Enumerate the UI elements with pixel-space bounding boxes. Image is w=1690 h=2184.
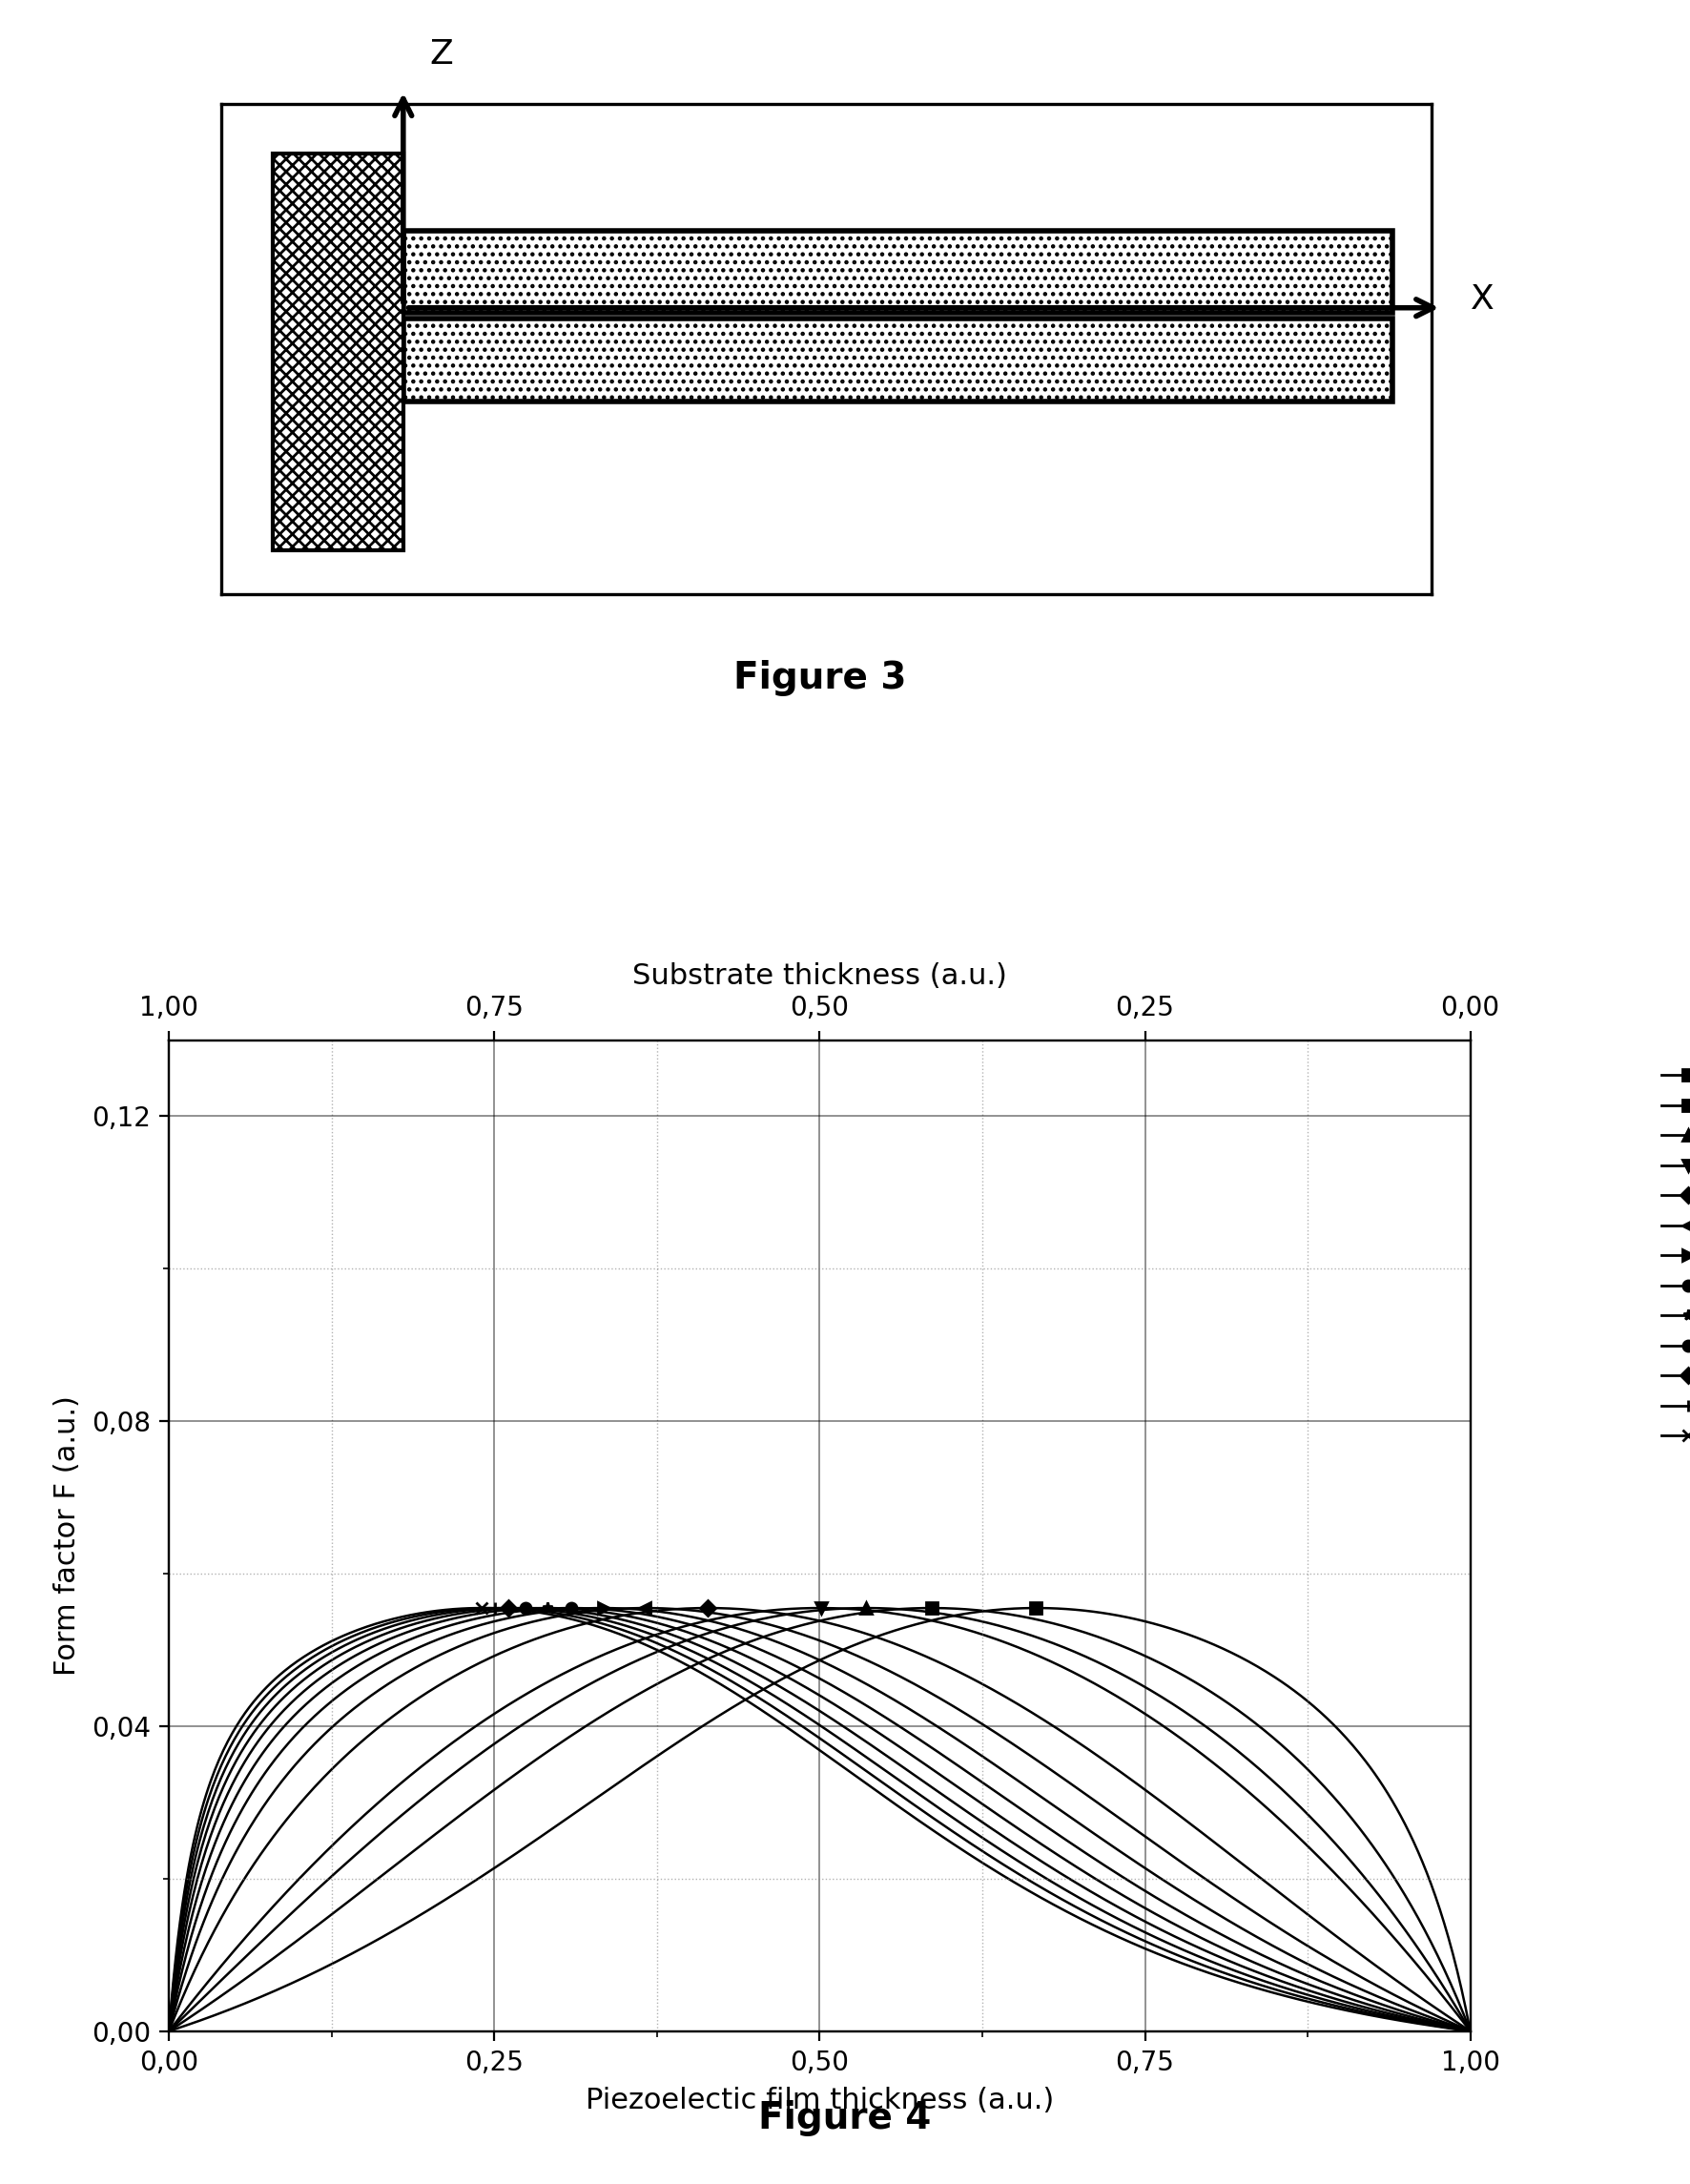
X-axis label: Substrate thickness (a.u.): Substrate thickness (a.u.) (632, 963, 1007, 989)
Text: X: X (1470, 284, 1494, 317)
Bar (404, 232, 1393, 312)
Legend: 0.25, 0.5, 0.75, 1, 2, 3, 4, 5, 6, 7, 8, 9, 10: 0.25, 0.5, 0.75, 1, 2, 3, 4, 5, 6, 7, 8,… (1651, 1020, 1690, 1459)
Text: Z: Z (429, 39, 453, 72)
Text: Figure 4: Figure 4 (759, 2099, 931, 2136)
Bar (274, 153, 404, 550)
X-axis label: Piezoelectic film thickness (a.u.): Piezoelectic film thickness (a.u.) (585, 2088, 1055, 2114)
Text: Figure 3: Figure 3 (733, 660, 906, 697)
Y-axis label: Form factor F (a.u.): Form factor F (a.u.) (52, 1396, 81, 1675)
Bar (404, 319, 1393, 402)
